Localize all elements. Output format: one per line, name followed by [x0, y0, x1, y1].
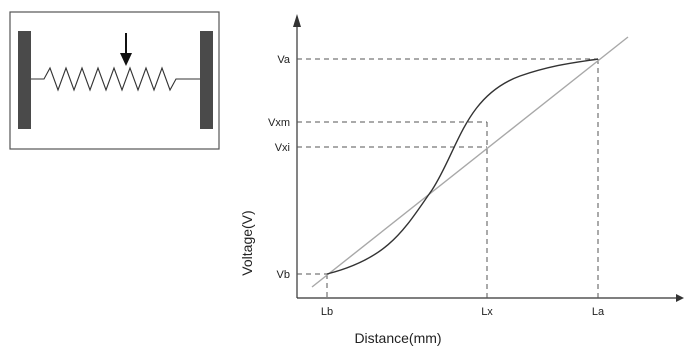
wiper-arrow-icon	[120, 33, 132, 66]
x-axis-title: Distance(mm)	[354, 330, 441, 346]
nonlinear-output-curve	[326, 58, 599, 275]
x-tick-lb: Lb	[321, 306, 333, 318]
resistor-zigzag	[31, 66, 200, 92]
y-tick-vxi: Vxi	[275, 142, 290, 154]
y-axis-title: Voltage(V)	[239, 210, 255, 275]
potentiometer-diagram	[9, 11, 220, 150]
y-axis-arrow-icon	[293, 14, 301, 27]
y-tick-vxm: Vxm	[268, 117, 290, 129]
guide-lines	[297, 58, 599, 298]
potentiometer-frame	[9, 11, 220, 150]
right-end-plate	[200, 31, 213, 129]
voltage-distance-graph: Va Vxm Vxi Vb Lb Lx La Distance(mm) Volt…	[239, 14, 684, 346]
left-end-plate	[18, 31, 31, 129]
y-tick-va: Va	[277, 54, 291, 66]
x-tick-lx: Lx	[481, 306, 493, 318]
ideal-linear-line	[311, 36, 629, 288]
x-axis-arrow-icon	[676, 294, 684, 302]
y-tick-vb: Vb	[277, 269, 290, 281]
x-tick-la: La	[592, 306, 605, 318]
